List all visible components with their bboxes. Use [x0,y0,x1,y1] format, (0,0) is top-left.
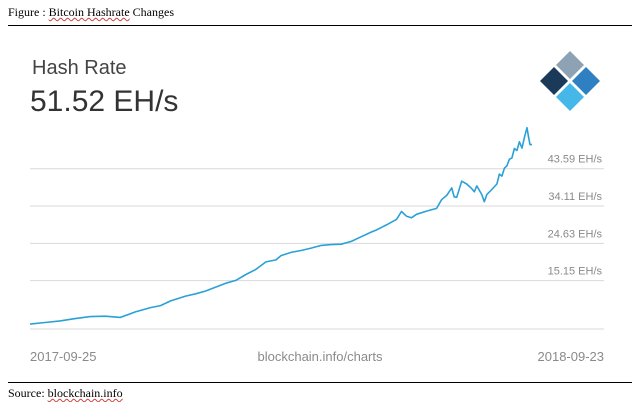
figure-caption-underlined: Bitcoin Hashrate [48,5,130,19]
logo-left-diamond [540,67,568,95]
footer-end-date: 2018-09-23 [538,349,605,364]
blockchain-logo-icon [540,51,600,111]
y-tick-label: 43.59 EH/s [548,154,603,166]
grid-layer [30,168,604,330]
figure-caption-suffix: Changes [129,5,174,19]
hashrate-card: Hash Rate 51.52 EH/s 15.15 EH/s 24.63 EH/… [8,29,632,379]
source-caption-underlined: blockchain.info [47,386,123,400]
y-tick-label: 24.63 EH/s [548,228,603,240]
logo-right-diamond [572,67,600,95]
y-tick-label: 34.11 EH/s [548,191,602,203]
source-caption: Source: blockchain.info [8,386,123,401]
y-tick-labels: 15.15 EH/s 24.63 EH/s 34.11 EH/s 43.59 EH/s [548,154,603,278]
y-tick-label: 15.15 EH/s [548,266,603,278]
footer-start-date: 2017-09-25 [30,349,97,364]
figure-caption-prefix: Figure : [8,5,49,19]
hashrate-series-line [29,126,532,325]
source-caption-prefix: Source: [8,386,48,400]
logo-top-diamond [556,51,584,79]
metric-title: Hash Rate [32,57,127,79]
bottom-rule [8,382,632,383]
footer-source-link[interactable]: blockchain.info/charts [257,349,383,364]
metric-value: 51.52 EH/s [30,85,179,118]
figure-caption: Figure : Bitcoin Hashrate Changes [8,5,174,20]
logo-bottom-diamond [556,83,584,111]
top-rule [8,25,632,26]
hashrate-chart: 15.15 EH/s 24.63 EH/s 34.11 EH/s 43.59 EH/s… [29,126,605,364]
